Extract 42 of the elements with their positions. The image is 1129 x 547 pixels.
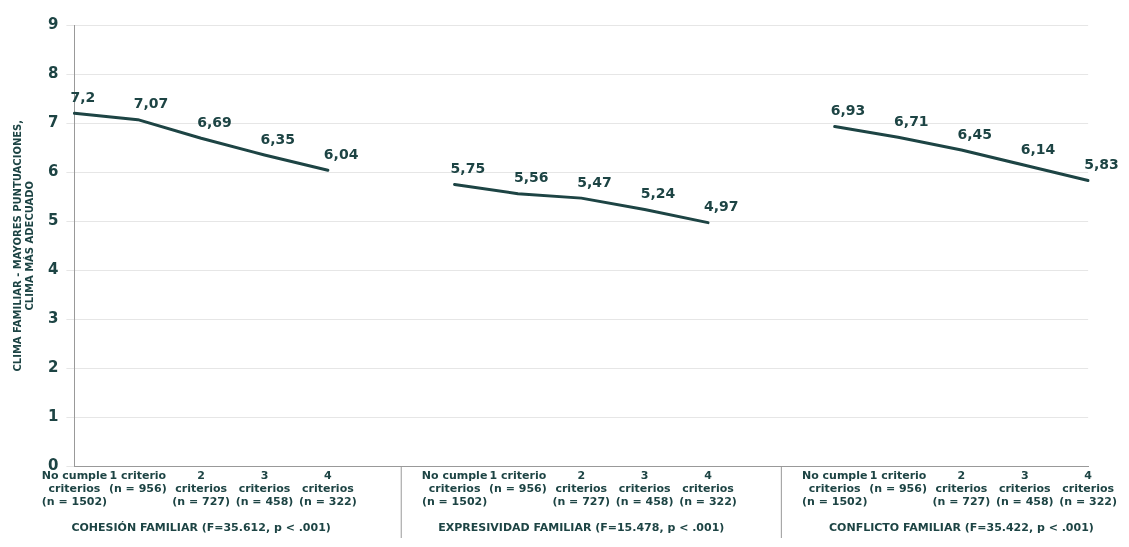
y-tick-label: 7 [48, 112, 59, 131]
data-label: 5,47 [577, 173, 612, 190]
data-label: 6,69 [197, 113, 232, 130]
x-tick-label: 3 criterios (n = 458) [615, 468, 674, 509]
data-label: 5,56 [513, 169, 549, 186]
data-label: 6,93 [830, 102, 866, 119]
text: EXPRESIVIDAD FAMILIAR (F=15.478, p < .001) [438, 521, 725, 535]
data-label: 5,75 [450, 160, 486, 177]
y-tick-label: 8 [48, 63, 59, 82]
x-tick-label: 4 criterios (n = 322) [679, 468, 737, 509]
x-tick-label: 2 criterios (n = 727) [172, 468, 231, 509]
x-tick-label: 4 criterios (n = 322) [299, 468, 357, 509]
x-tick-label: No cumple criterios (n = 1502) [421, 468, 488, 509]
x-tick-label: 1 criterio (n = 956) [108, 468, 167, 496]
y-tick-label: 2 [48, 358, 59, 377]
text: CONFLICTO FAMILIAR (F=35.422, p < .001) [829, 521, 1094, 535]
data-label: 6,14 [1020, 140, 1056, 157]
y-tick-label: 9 [48, 14, 59, 33]
x-tick-label: 4 criterios (n = 322) [1059, 468, 1118, 509]
y-tick-label: 3 [48, 309, 59, 328]
x-tick-label: 3 criterios (n = 458) [235, 468, 294, 509]
y-tick-label: 1 [48, 407, 59, 426]
x-tick-label: 1 criterio (n = 956) [489, 468, 547, 496]
data-label: 4,97 [704, 198, 739, 215]
x-tick-label: 2 criterios (n = 727) [552, 468, 611, 509]
y-tick-label: 6 [48, 162, 59, 181]
data-label: 5,83 [1084, 156, 1119, 173]
y-tick-label: 4 [48, 260, 59, 279]
data-label: 6,45 [957, 125, 992, 142]
y-tick-label: 5 [48, 211, 59, 230]
x-tick-label: 2 criterios (n = 727) [932, 468, 991, 509]
data-label: 7,2 [70, 88, 96, 105]
data-label: 6,71 [894, 112, 929, 129]
text: COHESIÓN FAMILIAR (F=35.612, p < .001) [71, 521, 331, 535]
x-tick-label: 3 criterios (n = 458) [995, 468, 1054, 509]
data-label: 6,35 [260, 130, 296, 147]
y-axis-title: CLIMA FAMILIAR - MAYORES PUNTUACIONES, CLIMA MÁS ADECUADO [11, 119, 35, 372]
x-tick-label: No cumple criterios (n = 1502) [801, 468, 868, 509]
data-label: 6,04 [323, 145, 359, 162]
data-label: 7,07 [133, 95, 169, 112]
data-label: 5,24 [640, 185, 676, 202]
x-tick-label: 1 criterio (n = 956) [869, 468, 927, 496]
